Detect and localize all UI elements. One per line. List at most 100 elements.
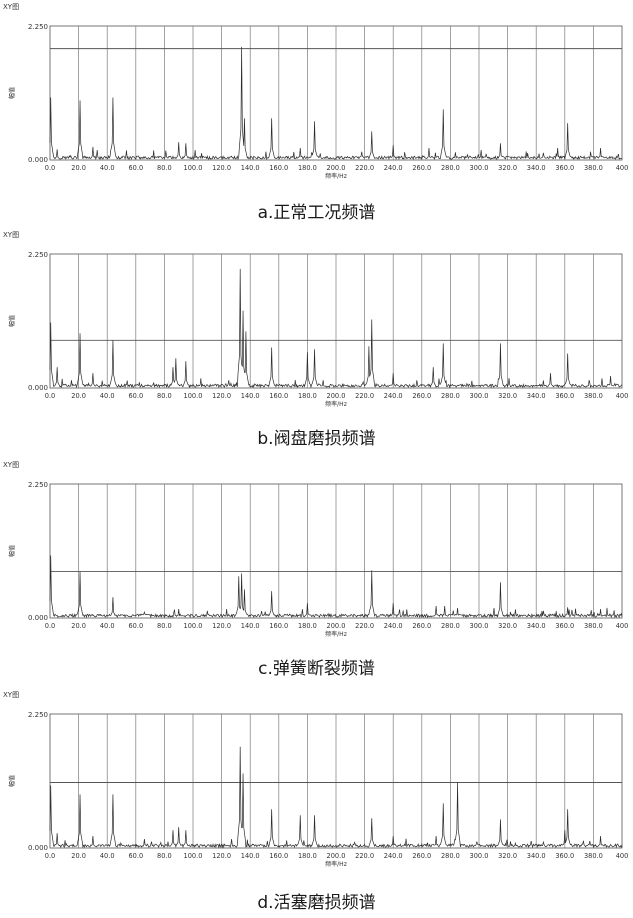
caption-c: c.弹簧断裂频谱: [258, 659, 375, 679]
x-tick-label: 120.0: [212, 392, 231, 400]
x-tick-label: 360.0: [555, 622, 574, 630]
spectrum-chart-c: XY图 0.000 2.250 幅值 0.0 20.0 40.0 60.0 80.0 100.0 1…: [3, 461, 629, 638]
x-tick-label: 0.0: [45, 164, 56, 172]
x-tick-label: 60.0: [128, 852, 143, 860]
x-tick-label: 0.0: [45, 392, 56, 400]
x-tick-label: 280.0: [441, 852, 460, 860]
x-tick-label: 200.0: [327, 852, 346, 860]
x-tick-label: 240.0: [384, 622, 403, 630]
x-tick-label: 0.0: [45, 622, 56, 630]
x-tick-label: 320.0: [498, 392, 517, 400]
x-tick-label: 100.0: [184, 164, 203, 172]
x-tick-label: 60.0: [128, 164, 143, 172]
x-tick-label: 100.0: [184, 852, 203, 860]
x-tick-label: 120.0: [212, 164, 231, 172]
x-tick-label: 140.0: [241, 164, 260, 172]
x-tick-label: 200.0: [327, 164, 346, 172]
x-tick-label: 160.0: [269, 392, 288, 400]
x-tick-label: 400: [616, 622, 629, 630]
x-tick-label: 300.0: [470, 392, 489, 400]
x-tick-label: 200.0: [327, 392, 346, 400]
x-tick-label: 360.0: [555, 852, 574, 860]
spectrum-line: [49, 746, 623, 849]
y-axis-label: 幅值: [8, 775, 16, 787]
x-axis-label: 频率/Hz: [325, 400, 347, 408]
y-axis-label: 幅值: [8, 315, 16, 327]
caption-a: a.正常工况频谱: [257, 203, 376, 223]
x-tick-label: 320.0: [498, 622, 517, 630]
x-tick-label: 380.0: [584, 622, 603, 630]
x-tick-label: 300.0: [470, 852, 489, 860]
x-tick-label: 80.0: [157, 852, 172, 860]
x-tick-label: 80.0: [157, 622, 172, 630]
x-axis-label: 频率/Hz: [325, 860, 347, 868]
x-tick-label: 300.0: [470, 164, 489, 172]
x-tick-label: 320.0: [498, 164, 517, 172]
x-tick-label: 40.0: [100, 164, 115, 172]
x-tick-label: 160.0: [269, 164, 288, 172]
x-tick-label: 260.0: [412, 622, 431, 630]
x-tick-label: 300.0: [470, 622, 489, 630]
window-title: XY图: [3, 3, 19, 11]
x-tick-label: 180.0: [298, 852, 317, 860]
x-tick-label: 400: [616, 392, 629, 400]
x-tick-label: 160.0: [269, 622, 288, 630]
x-tick-label: 180.0: [298, 164, 317, 172]
spectrum-panel-b: XY图 0.000 2.250 幅值 0.0 20.0 40.0 60.0 80.0 100.0 1…: [0, 228, 633, 456]
x-tick-label: 280.0: [441, 622, 460, 630]
x-tick-label: 20.0: [71, 852, 86, 860]
x-tick-label: 240.0: [384, 392, 403, 400]
x-tick-label: 20.0: [71, 622, 86, 630]
x-tick-label: 200.0: [327, 622, 346, 630]
caption-d: d.活塞磨损频谱: [257, 893, 376, 913]
x-tick-label: 240.0: [384, 164, 403, 172]
x-tick-label: 100.0: [184, 392, 203, 400]
spectrum-panel-a: XY图 0.000 2.250 幅值 0.0 20.0 40.0 60.0 80.0 100.0 1…: [0, 0, 633, 228]
x-tick-label: 20.0: [71, 392, 86, 400]
x-tick-label: 360.0: [555, 164, 574, 172]
x-tick-label: 240.0: [384, 852, 403, 860]
x-tick-label: 140.0: [241, 622, 260, 630]
spectrum-chart-b: XY图 0.000 2.250 幅值 0.0 20.0 40.0 60.0 80.0 100.0 1…: [3, 231, 629, 408]
x-tick-label: 380.0: [584, 164, 603, 172]
spectrum-panel-d: XY图 0.000 2.250 幅值 0.0 20.0 40.0 60.0 80.0 100.0 1…: [0, 688, 633, 916]
y-tick-label: 2.250: [28, 251, 48, 259]
y-axis-label: 幅值: [8, 87, 16, 99]
spectrum-line: [49, 555, 623, 619]
window-title: XY图: [3, 691, 19, 699]
y-tick-label: 2.250: [28, 711, 48, 719]
x-tick-label: 260.0: [412, 392, 431, 400]
y-tick-label: 0.000: [28, 156, 48, 164]
x-tick-label: 340.0: [527, 164, 546, 172]
x-tick-label: 220.0: [355, 392, 374, 400]
spectrum-line: [49, 46, 623, 161]
x-tick-label: 280.0: [441, 392, 460, 400]
x-tick-label: 0.0: [45, 852, 56, 860]
x-axis-label: 频率/Hz: [325, 172, 347, 180]
spectrum-panel-c: XY图 0.000 2.250 幅值 0.0 20.0 40.0 60.0 80.0 100.0 1…: [0, 458, 633, 686]
x-tick-label: 220.0: [355, 164, 374, 172]
x-tick-label: 140.0: [241, 392, 260, 400]
x-tick-label: 160.0: [269, 852, 288, 860]
x-tick-label: 380.0: [584, 392, 603, 400]
x-tick-label: 180.0: [298, 622, 317, 630]
x-tick-label: 120.0: [212, 852, 231, 860]
x-tick-label: 40.0: [100, 852, 115, 860]
x-tick-label: 100.0: [184, 622, 203, 630]
x-tick-label: 260.0: [412, 852, 431, 860]
x-tick-label: 400: [616, 164, 629, 172]
caption-b: b.阀盘磨损频谱: [257, 429, 376, 449]
x-tick-label: 40.0: [100, 622, 115, 630]
x-tick-label: 80.0: [157, 392, 172, 400]
x-tick-label: 220.0: [355, 852, 374, 860]
window-title: XY图: [3, 461, 19, 469]
y-tick-label: 0.000: [28, 844, 48, 852]
x-tick-label: 140.0: [241, 852, 260, 860]
y-tick-label: 0.000: [28, 384, 48, 392]
x-tick-label: 220.0: [355, 622, 374, 630]
spectrum-line: [49, 268, 623, 389]
x-tick-label: 60.0: [128, 392, 143, 400]
y-axis-label: 幅值: [8, 545, 16, 557]
x-tick-label: 120.0: [212, 622, 231, 630]
x-tick-label: 340.0: [527, 852, 546, 860]
